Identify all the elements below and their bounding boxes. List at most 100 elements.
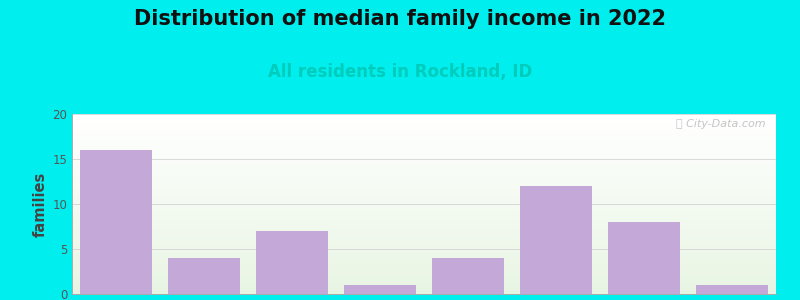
Bar — [72, 208, 776, 209]
Bar — [72, 173, 776, 174]
Bar — [72, 282, 776, 283]
Bar — [72, 181, 776, 182]
Bar — [72, 123, 776, 124]
Bar — [72, 238, 776, 239]
Bar — [72, 187, 776, 188]
Bar — [72, 142, 776, 143]
Bar — [72, 147, 776, 148]
Bar — [72, 128, 776, 129]
Bar — [72, 267, 776, 268]
Bar — [72, 134, 776, 135]
Text: ⓘ City-Data.com: ⓘ City-Data.com — [676, 119, 766, 129]
Bar — [72, 175, 776, 176]
Bar — [72, 150, 776, 151]
Bar — [608, 222, 680, 294]
Bar — [72, 193, 776, 194]
Bar — [72, 156, 776, 157]
Bar — [72, 201, 776, 202]
Bar — [72, 256, 776, 257]
Bar — [72, 234, 776, 235]
Bar — [696, 285, 768, 294]
Bar — [72, 222, 776, 223]
Bar — [72, 131, 776, 132]
Bar — [520, 186, 592, 294]
Bar — [72, 163, 776, 164]
Bar — [72, 127, 776, 128]
Bar — [72, 194, 776, 195]
Bar — [72, 233, 776, 234]
Bar — [72, 114, 776, 115]
Bar — [72, 249, 776, 250]
Bar — [72, 231, 776, 232]
Bar — [72, 264, 776, 265]
Bar — [72, 212, 776, 213]
Bar — [72, 246, 776, 247]
Bar — [72, 179, 776, 180]
Bar — [72, 219, 776, 220]
Bar — [72, 279, 776, 280]
Bar — [72, 197, 776, 198]
Bar — [72, 275, 776, 276]
Bar — [72, 286, 776, 287]
Bar — [72, 160, 776, 161]
Bar — [72, 241, 776, 242]
Bar — [72, 180, 776, 181]
Bar — [72, 253, 776, 254]
Bar — [72, 168, 776, 169]
Bar — [72, 283, 776, 284]
Bar — [72, 186, 776, 187]
Bar — [72, 228, 776, 229]
Bar — [72, 258, 776, 259]
Bar — [72, 245, 776, 246]
Bar — [72, 261, 776, 262]
Bar — [72, 135, 776, 136]
Bar — [72, 269, 776, 270]
Bar — [72, 260, 776, 261]
Bar — [72, 119, 776, 120]
Bar — [72, 271, 776, 272]
Bar — [72, 293, 776, 294]
Bar — [72, 266, 776, 267]
Bar — [72, 273, 776, 274]
Bar — [72, 240, 776, 241]
Bar — [72, 149, 776, 150]
Bar — [72, 159, 776, 160]
Bar — [72, 211, 776, 212]
Bar — [72, 155, 776, 156]
Bar — [72, 164, 776, 165]
Bar — [72, 215, 776, 216]
Bar — [72, 151, 776, 152]
Bar — [72, 133, 776, 134]
Bar — [72, 280, 776, 281]
Bar — [72, 235, 776, 236]
Bar — [72, 205, 776, 206]
Bar — [72, 118, 776, 119]
Bar — [344, 285, 416, 294]
Bar — [72, 138, 776, 139]
Bar — [72, 225, 776, 226]
Bar — [72, 227, 776, 228]
Bar — [72, 121, 776, 122]
Bar — [72, 223, 776, 224]
Bar — [80, 150, 152, 294]
Bar — [72, 268, 776, 269]
Bar — [72, 255, 776, 256]
Bar — [72, 139, 776, 140]
Bar — [72, 274, 776, 275]
Bar — [72, 122, 776, 123]
Bar — [72, 185, 776, 186]
Bar — [72, 259, 776, 260]
Bar — [72, 177, 776, 178]
Bar — [72, 230, 776, 231]
Bar — [72, 210, 776, 211]
Bar — [72, 145, 776, 146]
Bar — [72, 124, 776, 125]
Bar — [72, 192, 776, 193]
Bar — [72, 248, 776, 249]
Bar — [72, 198, 776, 199]
Bar — [72, 287, 776, 288]
Bar — [72, 203, 776, 204]
Bar — [72, 254, 776, 255]
Bar — [72, 276, 776, 277]
Bar — [72, 216, 776, 217]
